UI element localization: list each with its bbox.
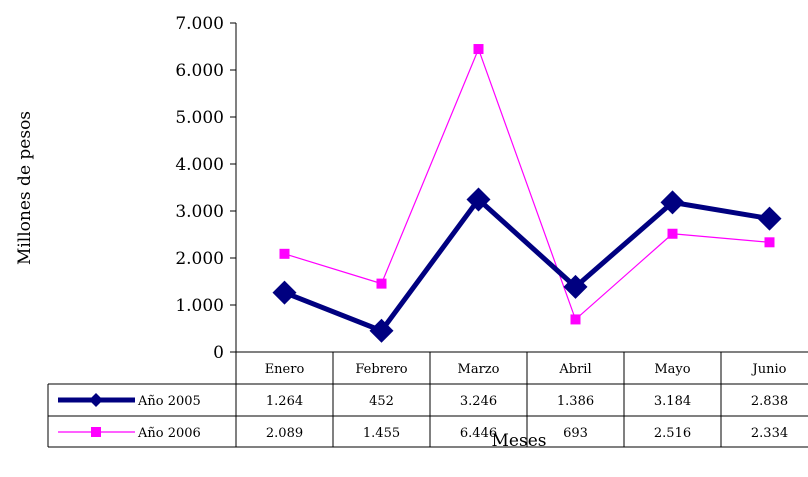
data-table: Enero Febrero Marzo Abril Mayo Junio Año 2005 1…	[47, 351, 808, 448]
y-tick-label: 2.000	[175, 249, 224, 269]
data-point-square	[570, 314, 581, 325]
y-tick-label: 7.000	[175, 14, 224, 34]
table-cell-value: 6.446	[460, 426, 497, 441]
data-point-square	[667, 228, 678, 239]
data-point-diamond	[272, 280, 297, 305]
data-point-diamond	[369, 318, 394, 343]
plot-area	[272, 44, 782, 343]
data-point-square	[764, 237, 775, 248]
x-category-label: Mayo	[654, 362, 690, 377]
x-category-label: Enero	[265, 362, 305, 377]
data-point-diamond	[660, 190, 685, 215]
y-tick-label: 3.000	[175, 202, 224, 222]
data-point-square	[473, 44, 484, 55]
legend-label: Año 2006	[137, 426, 201, 441]
series-line	[284, 48, 770, 321]
table-cell-value: 693	[563, 426, 588, 441]
table-cell-value: 2.089	[266, 426, 303, 441]
table-cell-value: 2.516	[654, 426, 691, 441]
table-cell-value: 1.455	[363, 426, 400, 441]
table-cell-value: 3.246	[460, 394, 497, 409]
y-tick-label: 5.000	[175, 108, 224, 128]
data-point-diamond	[563, 274, 588, 299]
table-cell-value: 1.264	[266, 394, 303, 409]
table-cell-value: 1.386	[557, 394, 594, 409]
y-tick-label: 6.000	[175, 61, 224, 81]
y-tick-label: 4.000	[175, 155, 224, 175]
y-axis: 0 1.000 2.000 3.000 4.000 5.000 6.000 7.000	[175, 14, 237, 363]
table-cell-value: 452	[369, 394, 394, 409]
data-point-square	[279, 248, 290, 259]
x-category-label: Febrero	[355, 362, 407, 377]
table-cell-value: 3.184	[654, 394, 691, 409]
legend-entry: Año 2005	[58, 393, 201, 409]
table-cell-value: 2.838	[751, 394, 788, 409]
x-category-label: Abril	[558, 362, 591, 377]
y-tick-label: 0	[213, 343, 224, 363]
series-line	[283, 196, 770, 334]
legend-label: Año 2005	[137, 394, 201, 409]
x-category-label: Marzo	[458, 362, 500, 377]
legend-square-marker	[91, 427, 101, 437]
y-axis-label: Millones de pesos	[15, 111, 35, 265]
x-category-label: Junio	[751, 362, 787, 377]
x-axis-label: Meses	[492, 431, 547, 451]
legend-entry: Año 2006	[58, 426, 201, 441]
legend-diamond-marker	[89, 393, 103, 407]
data-point-square	[376, 278, 387, 289]
y-tick-label: 1.000	[175, 296, 224, 316]
table-cell-value: 2.334	[751, 426, 788, 441]
data-point-diamond	[466, 187, 491, 212]
data-point-diamond	[757, 206, 782, 231]
